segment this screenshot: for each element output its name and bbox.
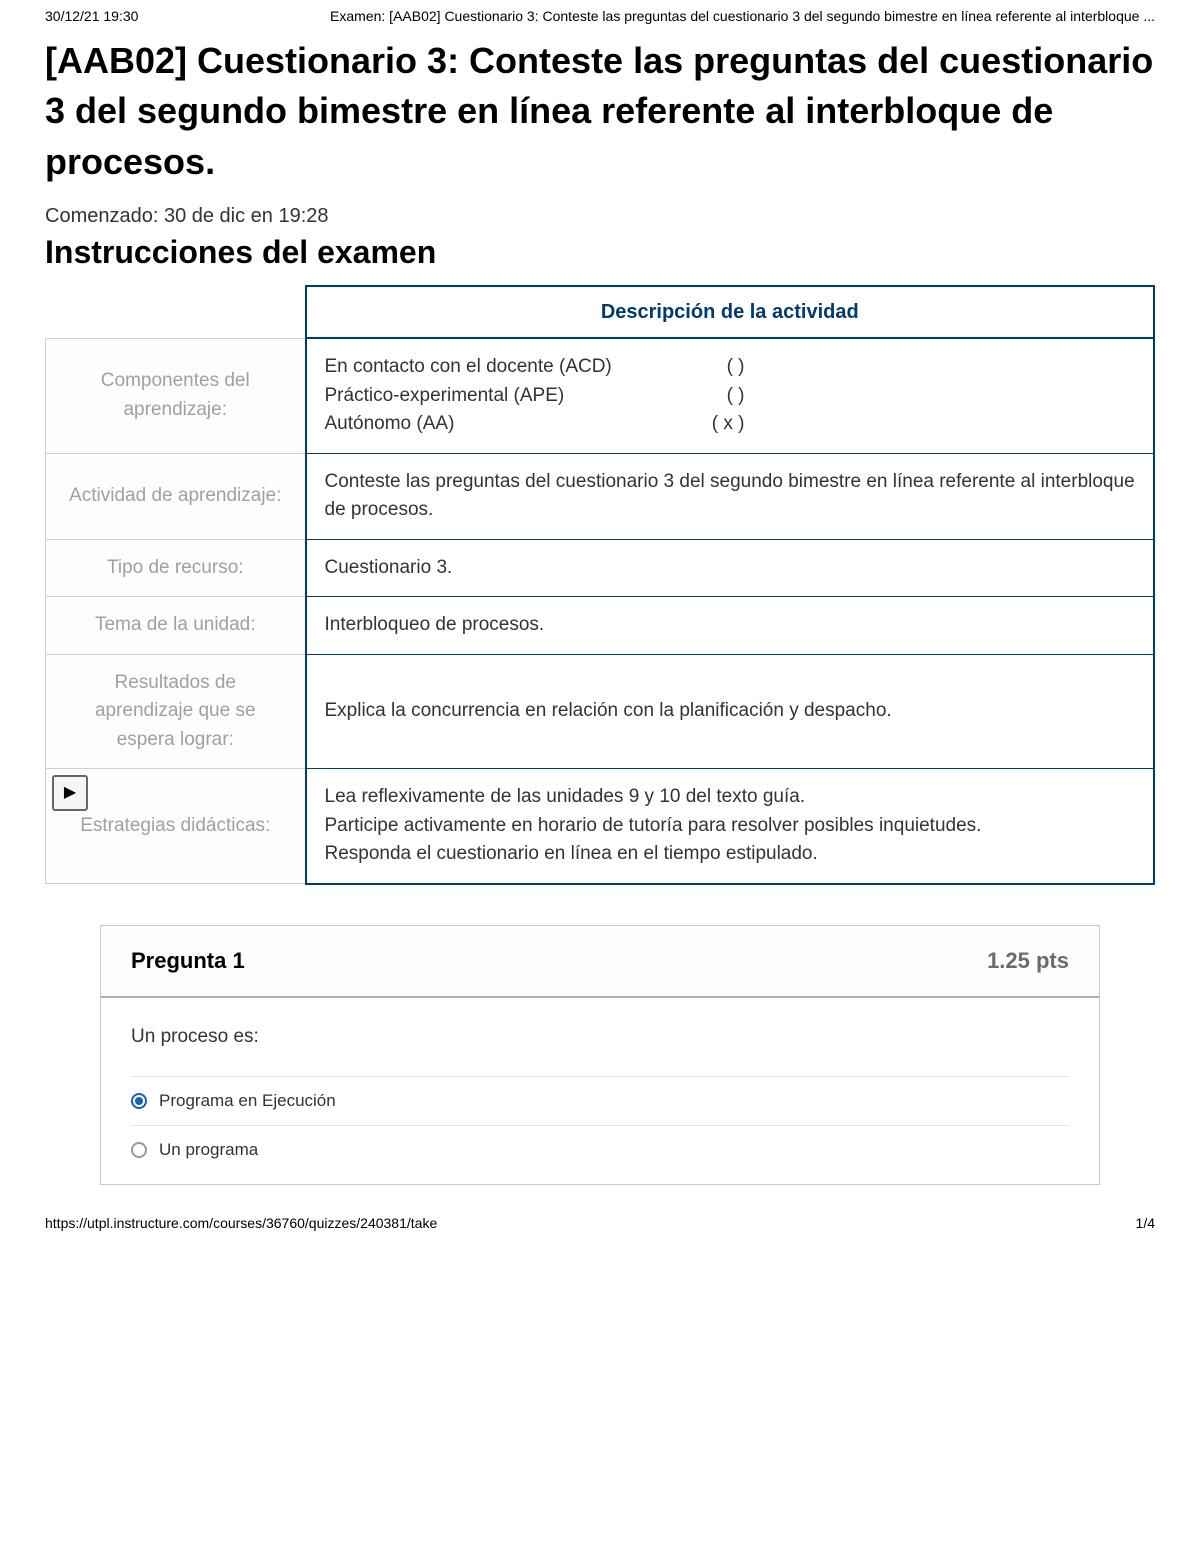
table-row: Resultados de aprendizaje que se espera … [46, 654, 1155, 769]
question-card: Pregunta 1 1.25 pts Un proceso es: Progr… [100, 925, 1100, 1185]
option-row[interactable]: Un programa [131, 1125, 1069, 1174]
activity-table: Descripción de la actividad Componentes … [45, 285, 1155, 885]
row-label: Actividad de aprendizaje: [46, 453, 306, 539]
comp-right: ( x ) [712, 410, 745, 439]
comp-left: En contacto con el docente (ACD) [325, 353, 612, 382]
comp-left: Práctico-experimental (APE) [325, 382, 565, 411]
description-header: Descripción de la actividad [306, 286, 1155, 338]
row-label: Tema de la unidad: [46, 597, 306, 655]
footer-url: https://utpl.instructure.com/courses/367… [45, 1215, 437, 1231]
row-label-text: Estrategias didácticas: [80, 815, 270, 836]
question-points: 1.25 pts [987, 948, 1069, 974]
print-header: 30/12/21 19:30 Examen: [AAB02] Cuestiona… [0, 0, 1200, 28]
table-row: Tipo de recurso: Cuestionario 3. [46, 539, 1155, 597]
timestamp: 30/12/21 19:30 [45, 8, 138, 24]
comp-left: Autónomo (AA) [325, 410, 455, 439]
row-content: Explica la concurrencia en relación con … [306, 654, 1155, 769]
row-content: Interbloqueo de procesos. [306, 597, 1155, 655]
row-content: Cuestionario 3. [306, 539, 1155, 597]
row-content: Conteste las preguntas del cuestionario … [306, 453, 1155, 539]
empty-header-cell [46, 286, 306, 338]
comp-right: ( ) [727, 353, 745, 382]
row-content: Lea reflexivamente de las unidades 9 y 1… [306, 769, 1155, 884]
radio-icon[interactable] [131, 1093, 147, 1109]
question-text: Un proceso es: [131, 1026, 1069, 1048]
question-body: Un proceso es: Programa en Ejecución Un … [101, 998, 1099, 1184]
row-label: Resultados de aprendizaje que se espera … [46, 654, 306, 769]
radio-icon[interactable] [131, 1142, 147, 1158]
footer-page: 1/4 [1136, 1215, 1155, 1231]
row-content: En contacto con el docente (ACD) ( ) Prác… [306, 338, 1155, 453]
option-row[interactable]: Programa en Ejecución [131, 1076, 1069, 1125]
option-label: Un programa [159, 1140, 258, 1160]
doc-title-short: Examen: [AAB02] Cuestionario 3: Conteste… [330, 8, 1155, 24]
table-row: ▶ Estrategias didácticas: Lea reflexivam… [46, 769, 1155, 884]
row-label: Componentes del aprendizaje: [46, 338, 306, 453]
table-row: Actividad de aprendizaje: Conteste las p… [46, 453, 1155, 539]
page-title: [AAB02] Cuestionario 3: Conteste las pre… [0, 28, 1200, 187]
comp-right: ( ) [727, 382, 745, 411]
row-label: ▶ Estrategias didácticas: [46, 769, 306, 884]
question-title: Pregunta 1 [131, 948, 245, 974]
print-footer: https://utpl.instructure.com/courses/367… [0, 1185, 1200, 1241]
table-row: Componentes del aprendizaje: En contacto… [46, 338, 1155, 453]
option-label: Programa en Ejecución [159, 1091, 336, 1111]
row-label: Tipo de recurso: [46, 539, 306, 597]
instructions-heading: Instrucciones del examen [0, 228, 1200, 271]
table-row: Tema de la unidad: Interbloqueo de proce… [46, 597, 1155, 655]
question-header: Pregunta 1 1.25 pts [101, 926, 1099, 998]
started-label: Comenzado: 30 de dic en 19:28 [0, 187, 1200, 228]
play-icon[interactable]: ▶ [52, 775, 88, 811]
